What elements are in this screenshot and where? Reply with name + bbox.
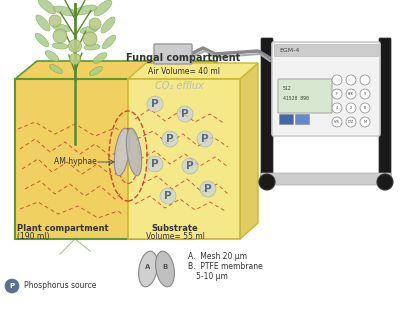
Ellipse shape xyxy=(52,43,68,49)
Ellipse shape xyxy=(94,0,112,16)
Circle shape xyxy=(5,279,19,293)
FancyBboxPatch shape xyxy=(261,38,273,185)
Ellipse shape xyxy=(45,51,59,62)
Text: M: M xyxy=(364,120,366,124)
Text: P: P xyxy=(10,283,14,289)
Text: F: F xyxy=(336,92,338,96)
Text: 512: 512 xyxy=(283,85,292,90)
Circle shape xyxy=(360,117,370,127)
Ellipse shape xyxy=(162,131,178,147)
Ellipse shape xyxy=(53,6,77,16)
FancyBboxPatch shape xyxy=(261,173,391,185)
FancyBboxPatch shape xyxy=(278,79,332,113)
Ellipse shape xyxy=(38,0,56,14)
FancyBboxPatch shape xyxy=(274,44,378,56)
Text: A.  Mesh 20 μm: A. Mesh 20 μm xyxy=(188,252,247,261)
Text: V/R: V/R xyxy=(334,120,340,124)
Circle shape xyxy=(346,75,356,85)
FancyBboxPatch shape xyxy=(279,114,293,124)
Text: P: P xyxy=(204,184,212,194)
Text: P: P xyxy=(164,191,172,201)
Polygon shape xyxy=(15,61,217,79)
Ellipse shape xyxy=(80,26,98,34)
Circle shape xyxy=(346,103,356,113)
Text: B.  PTFE membrane: B. PTFE membrane xyxy=(188,262,263,271)
FancyBboxPatch shape xyxy=(295,114,309,124)
Circle shape xyxy=(360,89,370,99)
Ellipse shape xyxy=(89,67,103,76)
Circle shape xyxy=(53,29,67,43)
FancyBboxPatch shape xyxy=(272,42,380,136)
Circle shape xyxy=(83,32,97,46)
Text: P: P xyxy=(166,134,174,144)
Ellipse shape xyxy=(101,17,115,33)
Ellipse shape xyxy=(200,181,216,197)
Text: P: P xyxy=(201,134,209,144)
Ellipse shape xyxy=(35,33,49,47)
Text: EGM-4: EGM-4 xyxy=(279,47,299,52)
Text: R/K: R/K xyxy=(348,92,354,96)
Polygon shape xyxy=(128,63,258,79)
Text: CO₂ efflux: CO₂ efflux xyxy=(155,81,204,91)
Ellipse shape xyxy=(147,156,163,172)
Ellipse shape xyxy=(126,128,142,176)
Text: A: A xyxy=(145,264,151,270)
Text: 41520 890: 41520 890 xyxy=(283,95,309,100)
Circle shape xyxy=(346,89,356,99)
Ellipse shape xyxy=(177,106,193,122)
Circle shape xyxy=(332,117,342,127)
Circle shape xyxy=(89,18,101,30)
Ellipse shape xyxy=(197,131,213,147)
Ellipse shape xyxy=(139,251,157,287)
FancyBboxPatch shape xyxy=(379,38,391,185)
Circle shape xyxy=(360,75,370,85)
Text: 5-10 μm: 5-10 μm xyxy=(196,272,228,281)
Ellipse shape xyxy=(84,44,100,50)
Ellipse shape xyxy=(160,188,176,204)
Text: B: B xyxy=(364,106,366,110)
Ellipse shape xyxy=(147,96,163,112)
Circle shape xyxy=(259,174,275,190)
Polygon shape xyxy=(240,63,258,239)
Text: Volume= 55 ml: Volume= 55 ml xyxy=(146,232,204,241)
Ellipse shape xyxy=(49,64,63,73)
Text: P: P xyxy=(151,159,159,169)
Polygon shape xyxy=(195,61,217,239)
Text: 9: 9 xyxy=(364,92,366,96)
Text: 2: 2 xyxy=(350,106,352,110)
Text: (190 ml): (190 ml) xyxy=(17,232,50,241)
Circle shape xyxy=(332,89,342,99)
FancyBboxPatch shape xyxy=(128,79,240,239)
Circle shape xyxy=(332,103,342,113)
Circle shape xyxy=(332,75,342,85)
Ellipse shape xyxy=(102,35,116,49)
Ellipse shape xyxy=(73,5,97,15)
Text: P: P xyxy=(181,109,189,119)
Text: B: B xyxy=(162,264,168,270)
Ellipse shape xyxy=(93,52,107,63)
Circle shape xyxy=(346,117,356,127)
Circle shape xyxy=(360,103,370,113)
Text: 4: 4 xyxy=(336,106,338,110)
Circle shape xyxy=(70,53,80,64)
Text: AM hyphae: AM hyphae xyxy=(54,158,96,166)
Text: Air Volume= 40 ml: Air Volume= 40 ml xyxy=(148,67,220,76)
Text: Fungal compartment: Fungal compartment xyxy=(126,53,240,63)
Text: Plant compartment: Plant compartment xyxy=(17,224,109,233)
Text: D/Z: D/Z xyxy=(348,120,354,124)
Ellipse shape xyxy=(182,158,198,174)
Circle shape xyxy=(377,174,393,190)
Text: Substrate: Substrate xyxy=(152,224,198,233)
Ellipse shape xyxy=(36,15,50,31)
Text: P: P xyxy=(151,99,159,109)
Circle shape xyxy=(49,15,61,27)
FancyBboxPatch shape xyxy=(154,44,192,64)
Circle shape xyxy=(68,40,82,52)
Text: P: P xyxy=(186,161,194,171)
Ellipse shape xyxy=(156,251,174,287)
Ellipse shape xyxy=(53,24,71,32)
Text: Phosphorus source: Phosphorus source xyxy=(24,281,96,290)
Ellipse shape xyxy=(114,128,130,176)
FancyBboxPatch shape xyxy=(15,79,195,239)
